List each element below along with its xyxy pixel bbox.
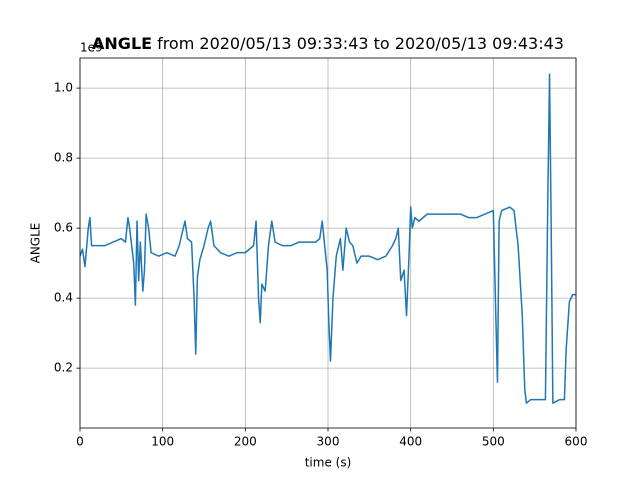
y-tick-label: 0.6 (54, 221, 73, 235)
x-tick-label: 500 (482, 435, 505, 449)
y-tick-label: 0.8 (54, 151, 73, 165)
x-tick-label: 400 (399, 435, 422, 449)
x-tick-label: 200 (234, 435, 257, 449)
y-tick-label: 1.0 (54, 81, 73, 95)
x-tick-label: 300 (317, 435, 340, 449)
title-bold: ANGLE (92, 34, 152, 53)
chart-title: ANGLE from 2020/05/13 09:33:43 to 2020/05… (92, 34, 564, 53)
plot-frame (79, 57, 577, 429)
title-rest: from 2020/05/13 09:33:43 to 2020/05/13 0… (157, 34, 564, 53)
y-axis-label: ANGLE (29, 223, 43, 264)
y-tick-label: 0.4 (54, 291, 73, 305)
x-axis-label: time (s) (305, 456, 352, 470)
x-tick-label: 600 (565, 435, 588, 449)
data-line (80, 73, 576, 404)
x-tick-label: 100 (151, 435, 174, 449)
y-tick-label: 0.2 (54, 361, 73, 375)
x-tick-label: 0 (76, 435, 84, 449)
y-offset-text: 1e9 (80, 41, 103, 55)
